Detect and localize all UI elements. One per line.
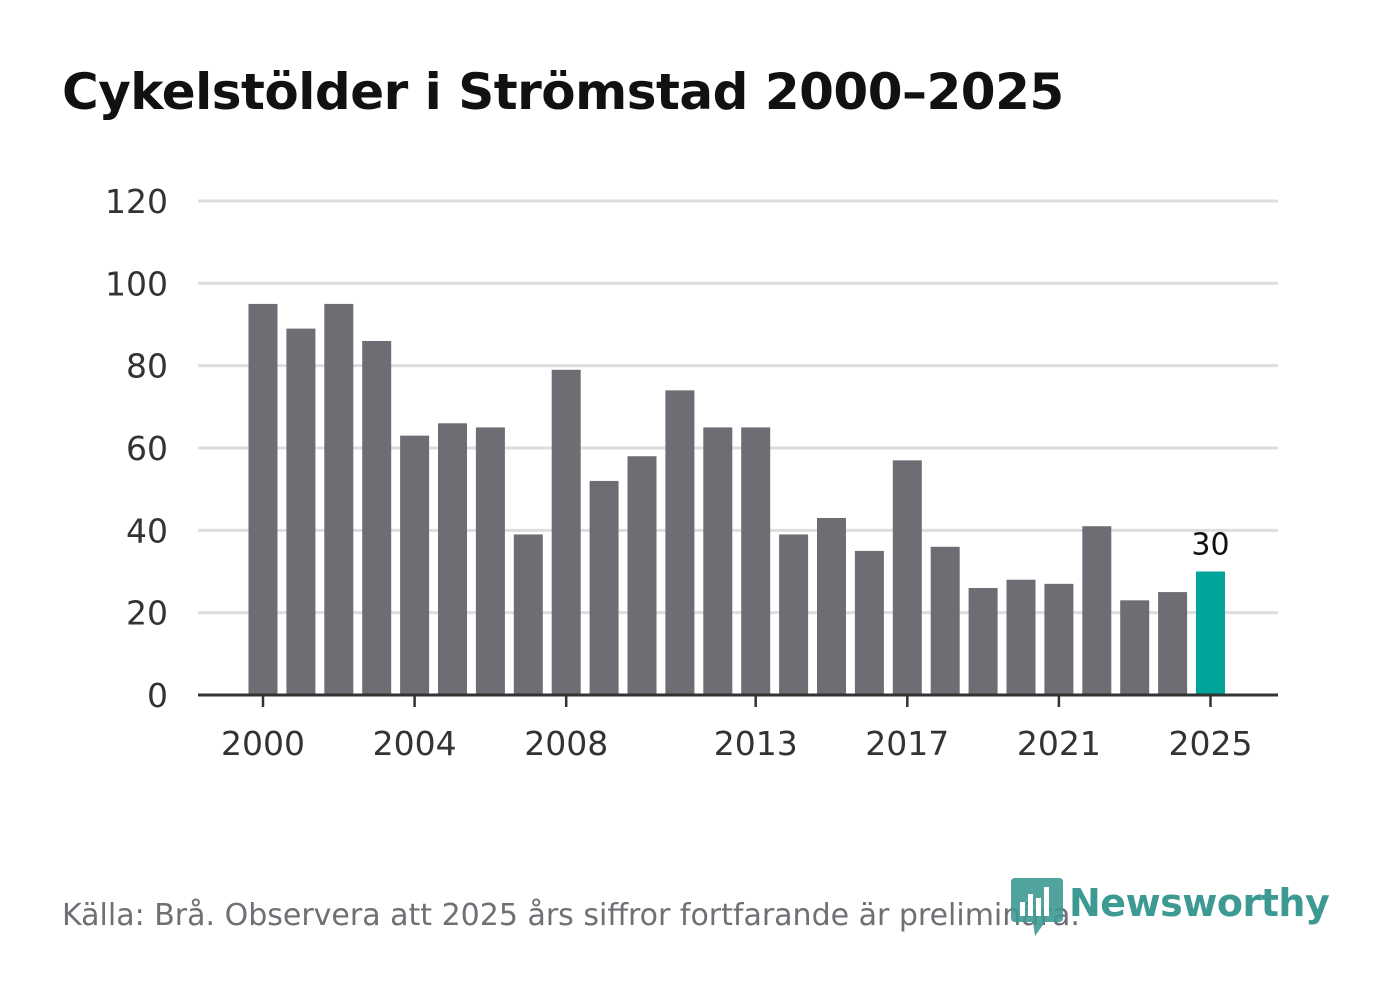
y-tick-label: 20 [126, 594, 168, 633]
source-note: Källa: Brå. Observera att 2025 års siffr… [62, 898, 1080, 933]
x-tick-label: 2000 [221, 724, 305, 763]
data-label-2025: 30 [1191, 528, 1229, 563]
y-tick-label: 120 [105, 182, 168, 221]
bar-2000 [248, 303, 278, 695]
x-tick-label: 2008 [524, 724, 608, 763]
bar-2013 [741, 427, 771, 695]
bar-2004 [400, 435, 430, 695]
gridlines [198, 199, 1278, 615]
bar-2018 [930, 546, 960, 695]
bar-2002 [324, 303, 354, 695]
bar-2025 [1196, 571, 1225, 695]
bar-2017 [892, 460, 922, 695]
bar-2003 [362, 340, 392, 695]
bar-2010 [627, 456, 657, 695]
y-tick-label: 0 [147, 676, 168, 715]
bar-2005 [438, 423, 467, 695]
y-tick-label: 100 [105, 264, 168, 303]
x-tick-label: 2004 [373, 724, 457, 763]
bar-2008 [551, 369, 581, 695]
bar-2001 [286, 328, 316, 695]
chart-title: Cykelstölder i Strömstad 2000–2025 [62, 63, 1064, 121]
bar-2022 [1082, 526, 1112, 695]
bar-2012 [703, 427, 733, 695]
bar-2006 [475, 427, 505, 695]
bar-2021 [1044, 583, 1074, 695]
bar-2024 [1158, 592, 1188, 695]
bar-2020 [1006, 579, 1036, 695]
y-tick-label: 40 [126, 511, 168, 550]
x-tick-label: 2021 [1017, 724, 1101, 763]
bar-2023 [1120, 600, 1150, 695]
x-tick-label: 2013 [714, 724, 798, 763]
bar-chart-speech-bubble-icon [1011, 878, 1063, 936]
bar-2007 [513, 534, 543, 695]
data-labels: 30 [1191, 528, 1229, 563]
brand-name: Newsworthy [1069, 881, 1330, 925]
bar-2014 [779, 534, 809, 695]
x-axis [198, 693, 1278, 707]
y-tick-label: 80 [126, 347, 168, 386]
x-axis-tick-labels: 2000 2004 2008 2013 2017 2021 2025 [221, 724, 1252, 763]
bar-2009 [589, 480, 619, 695]
bars [248, 303, 1225, 695]
bar-2016 [854, 550, 884, 695]
x-tick-label: 2017 [865, 724, 949, 763]
bar-2011 [665, 390, 695, 695]
y-axis-tick-labels: 0 20 40 60 80 100 120 [105, 182, 168, 715]
x-tick-label: 2025 [1169, 724, 1253, 763]
y-tick-label: 60 [126, 429, 168, 468]
bar-2015 [817, 517, 846, 695]
brand-logo: Newsworthy [1011, 878, 1330, 938]
bar-2019 [968, 587, 998, 695]
